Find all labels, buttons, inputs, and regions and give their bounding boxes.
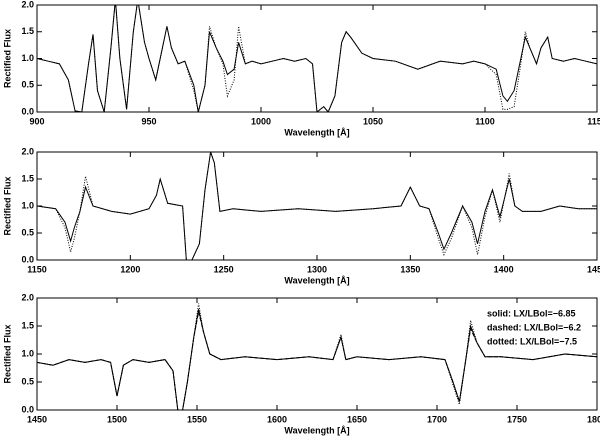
y-axis-label: Rectified Flux (2, 176, 12, 235)
x-tick-label: 1650 (347, 414, 367, 424)
spectrum-line (37, 303, 597, 410)
y-tick-label: 1.5 (21, 26, 34, 36)
x-tick-label: 1700 (427, 414, 447, 424)
y-tick-label: 1.0 (21, 53, 34, 63)
x-tick-label: 1400 (494, 264, 514, 274)
y-tick-label: 1.0 (21, 348, 34, 358)
spectrum-line (37, 311, 597, 410)
x-axis-label: Wavelength [Å] (284, 425, 349, 435)
x-tick-label: 1750 (507, 414, 527, 424)
x-axis-label: Wavelength [Å] (284, 127, 349, 137)
x-tick-label: 1250 (214, 264, 234, 274)
y-tick-label: 2.0 (21, 292, 34, 302)
y-tick-label: 1.5 (21, 320, 34, 330)
y-tick-label: 0.0 (21, 106, 34, 116)
plot-frame (36, 151, 598, 261)
x-tick-label: 1600 (267, 414, 287, 424)
spectrum-line (37, 152, 597, 260)
spectrum-line (37, 5, 597, 112)
y-axis-label: Rectified Flux (2, 324, 12, 383)
x-tick-label: 1350 (400, 264, 420, 274)
legend-entry: solid: LX/LBol=−6.85 (487, 308, 576, 318)
y-tick-label: 0.5 (21, 227, 34, 237)
x-tick-label: 900 (29, 116, 44, 126)
y-tick-label: 1.0 (21, 200, 34, 210)
x-tick-label: 1150 (27, 264, 47, 274)
spectrum-line (37, 152, 597, 260)
spectrum-line (37, 5, 597, 112)
x-tick-label: 1000 (251, 116, 271, 126)
x-tick-label: 1100 (475, 116, 495, 126)
y-tick-label: 1.5 (21, 173, 34, 183)
x-axis-label: Wavelength [Å] (284, 275, 349, 285)
x-tick-label: 1500 (107, 414, 127, 424)
y-axis-label: Rectified Flux (2, 29, 12, 88)
x-tick-label: 1050 (363, 116, 383, 126)
x-tick-label: 1450 (587, 264, 600, 274)
y-tick-label: 2.0 (21, 0, 34, 9)
y-tick-label: 0.0 (21, 254, 34, 264)
x-tick-label: 950 (141, 116, 156, 126)
y-tick-label: 0.5 (21, 376, 34, 386)
legend-entry: dashed: LX/LBol=−6.2 (487, 322, 581, 332)
x-tick-label: 1300 (307, 264, 327, 274)
x-tick-label: 1450 (27, 414, 47, 424)
y-tick-label: 0.5 (21, 80, 34, 90)
legend-entry: dotted: LX/LBol=−7.5 (487, 336, 577, 346)
x-tick-label: 1200 (120, 264, 140, 274)
plot-frame (36, 4, 598, 113)
x-tick-label: 1550 (187, 414, 207, 424)
x-tick-label: 1150 (587, 116, 600, 126)
y-tick-label: 0.0 (21, 404, 34, 414)
y-tick-label: 2.0 (21, 146, 34, 156)
